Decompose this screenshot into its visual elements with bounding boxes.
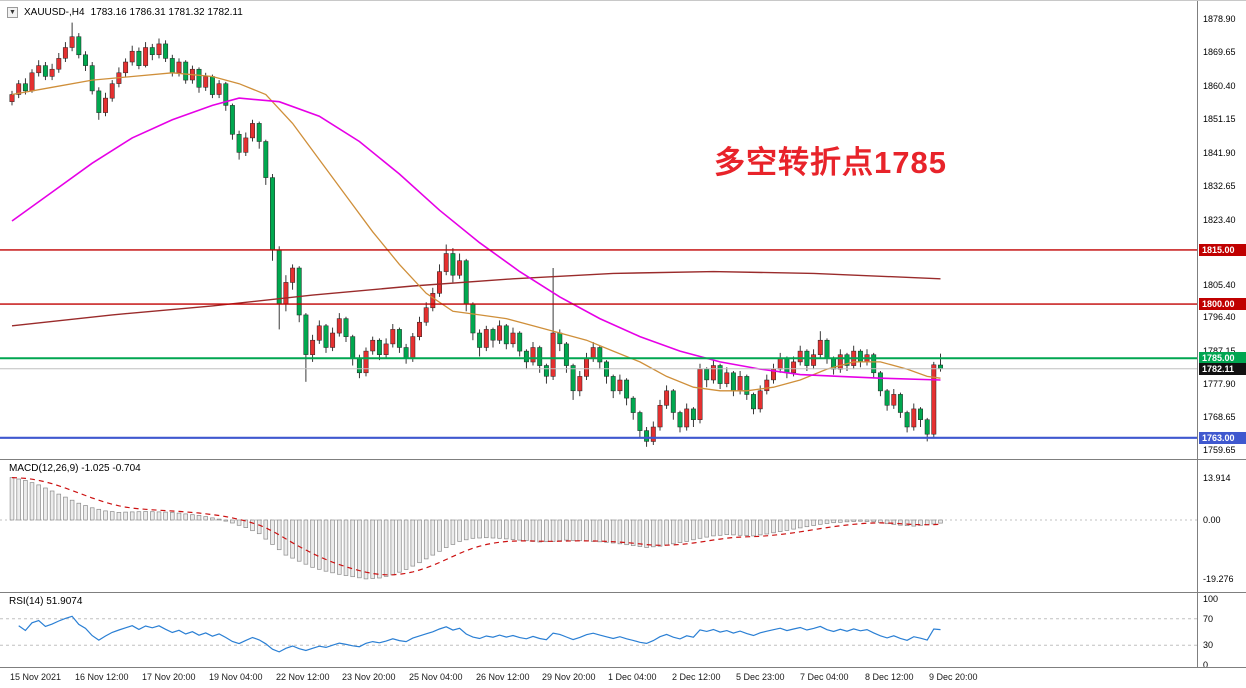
time-axis-label: 26 Nov 12:00 [476,672,530,682]
symbol-period-label: XAUUSD-,H4 [24,7,85,18]
horizontal-lines [0,249,1197,439]
ma_long_magenta-line [11,97,941,381]
macd-axis-label: -19.276 [1203,574,1234,584]
price-tick-label: 1759.65 [1203,445,1236,455]
price-tick-label: 1768.65 [1203,412,1236,422]
rsi-levels [0,618,1197,646]
price-badge-1800.00: 1800.00 [1199,298,1246,310]
ma_slow_darkred-line [11,270,941,327]
time-axis-label: 7 Dec 04:00 [800,672,849,682]
time-axis-label: 9 Dec 20:00 [929,672,978,682]
annotation-text: 多空转折点1785 [714,145,947,180]
price-badge-1782.11: 1782.11 [1199,363,1246,375]
macd-label: MACD(12,26,9) -1.025 -0.704 [9,463,141,474]
ohlc-values: 1783.16 1786.31 1781.32 1782.11 [90,7,243,18]
time-axis-label: 5 Dec 23:00 [736,672,785,682]
price-tick-label: 1796.40 [1203,312,1236,322]
time-axis[interactable]: 15 Nov 2021 16 Nov 12:00 17 Nov 20:00 19 No… [0,668,1246,688]
rsi-label: RSI(14) 51.9074 [9,596,83,607]
macd-signal-line [11,477,941,576]
panel-separator-main-macd[interactable] [0,459,1246,460]
collapse-indicator-icon[interactable]: ▼ [7,7,18,18]
time-axis-label: 25 Nov 04:00 [409,672,463,682]
rsi-line [18,615,941,653]
price-tick-label: 1860.40 [1203,81,1236,91]
macd-histogram [0,477,1197,580]
panel-separator-rsi-timeaxis [0,667,1246,668]
price-tick-label: 1787.15 [1203,346,1236,356]
time-axis-label: 17 Nov 20:00 [142,672,196,682]
price-badge-1763.00: 1763.00 [1199,432,1246,444]
time-axis-label: 19 Nov 04:00 [209,672,263,682]
ma_mid_orange-line [11,72,941,392]
price-tick-label: 1805.40 [1203,280,1236,290]
price-badge-1815.00: 1815.00 [1199,244,1246,256]
price-tick-label: 1878.90 [1203,14,1236,24]
panel-separator-macd-rsi[interactable] [0,592,1246,593]
rsi-axis-label: 30 [1203,640,1214,650]
time-axis-label: 8 Dec 12:00 [865,672,914,682]
price-tick-label: 1869.65 [1203,47,1236,57]
price-tick-label: 1777.90 [1203,379,1236,389]
macd-axis-label: 0.00 [1203,515,1221,525]
rsi-axis-label: 70 [1203,614,1214,624]
time-axis-label: 23 Nov 20:00 [342,672,396,682]
price-tick-label: 1823.40 [1203,215,1236,225]
price-axis[interactable]: 1878.90 1869.65 1860.40 1851.15 1841.90 1832.… [1197,1,1246,670]
time-axis-label: 22 Nov 12:00 [276,672,330,682]
macd-axis-label: 13.914 [1203,473,1231,483]
time-axis-label: 29 Nov 20:00 [542,672,596,682]
rsi-axis-label: 0 [1203,660,1209,670]
price-tick-label: 1832.65 [1203,181,1236,191]
chart-title: ▼ XAUUSD-,H4 1783.16 1786.31 1781.32 178… [7,7,243,18]
time-axis-label: 16 Nov 12:00 [75,672,129,682]
price-tick-label: 1851.15 [1203,114,1236,124]
price-tick-label: 1841.90 [1203,148,1236,158]
rsi-axis-label: 100 [1203,594,1219,604]
candle-bodies [9,36,943,442]
time-axis-label: 1 Dec 04:00 [608,672,657,682]
time-axis-label: 2 Dec 12:00 [672,672,721,682]
time-axis-label: 15 Nov 2021 [10,672,62,682]
candle-wicks [11,22,941,447]
price-badge-1785.00: 1785.00 [1199,352,1246,364]
